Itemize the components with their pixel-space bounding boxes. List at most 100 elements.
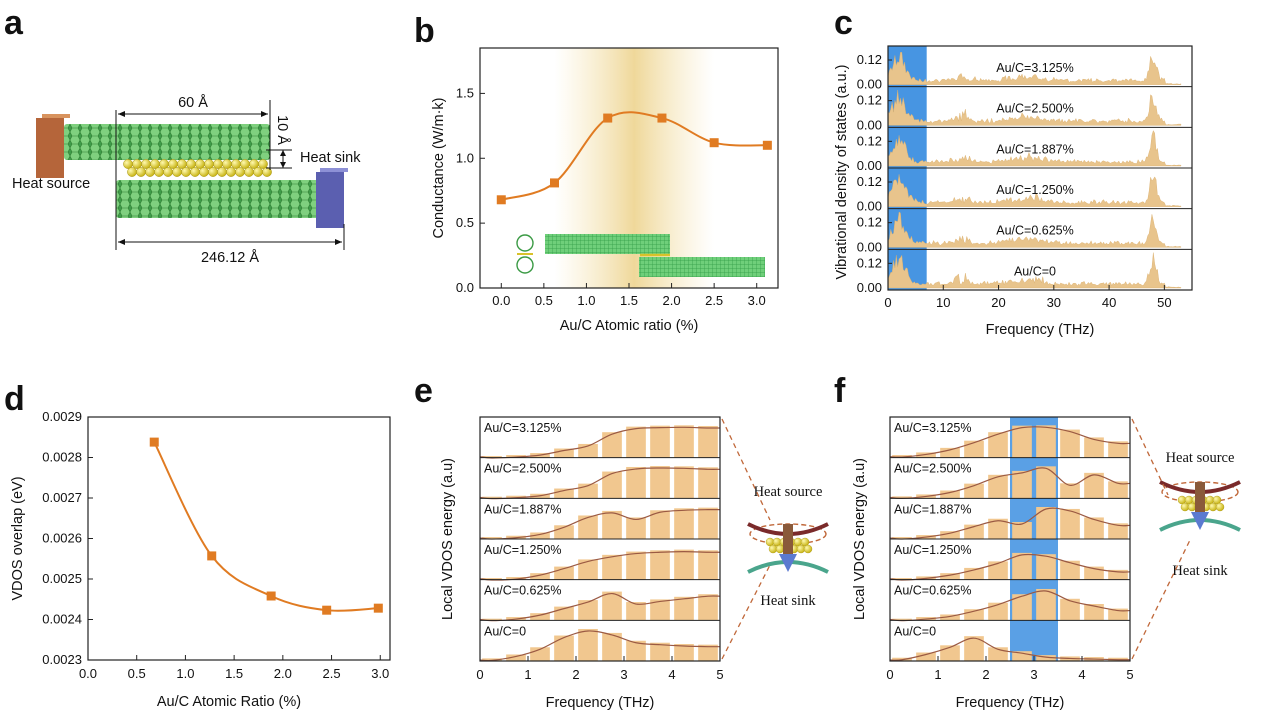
x-tick-label: 2.0 (663, 293, 681, 308)
vdos-bar (916, 452, 936, 458)
vdos-bar (892, 496, 912, 499)
chart-b: 0.0 0.5 1.0 1.5 2.0 2.5 3.0 0.0 0.5 1.0 1.5 Au/C At… (431, 47, 779, 334)
gold-atom (181, 167, 191, 177)
vdos-bar (988, 518, 1008, 539)
series-label: Au/C=1.887% (484, 502, 561, 516)
panel-letter-f: f (834, 372, 846, 410)
vdos-bar (482, 537, 502, 539)
vdos-bar (530, 613, 550, 621)
vdos-bar (650, 510, 670, 539)
heat-source-label: Heat source (1166, 450, 1235, 466)
panel-letter-e: e (414, 372, 433, 410)
x-tick-label: 3 (1030, 667, 1037, 682)
vdos-bar (964, 609, 984, 621)
chart-e: Au/C=3.125% Au/C=2.500% Au/C=1.887% Au/C=1.… (440, 416, 829, 711)
vdos-bar (578, 600, 598, 621)
inset-sheet-top (545, 234, 670, 254)
vdos-bar (530, 573, 550, 580)
x-tick-label: 30 (1047, 295, 1061, 310)
dimension-10: 10 Å (274, 115, 291, 145)
data-point (207, 551, 217, 561)
heat-sink-block (316, 172, 344, 228)
data-point (322, 605, 332, 615)
dimension-60: 60 Å (178, 94, 208, 111)
schematic-a: 60 Å 10 Å 246.12 Å Heat source Heat sink (12, 94, 361, 266)
x-tick-label: 2.5 (323, 666, 341, 681)
x-tick-label: 1.0 (176, 666, 194, 681)
vdos-area (887, 174, 1182, 207)
vdos-area (887, 52, 1182, 85)
leader-lines (1131, 418, 1191, 660)
plot-frame (887, 45, 1193, 291)
series-label: Au/C=3.125% (996, 61, 1073, 75)
gold-atom (172, 167, 182, 177)
vdos-bar (650, 425, 670, 458)
heat-flow-arrow-shaft (783, 524, 793, 554)
vdos-bar (650, 465, 670, 499)
gold-atom (765, 537, 775, 547)
x-tick-label: 1.5 (620, 293, 638, 308)
gold-atom (262, 167, 272, 177)
gold-atom (800, 537, 810, 547)
vdos-bar (626, 426, 646, 458)
x-tick-label: 20 (991, 295, 1005, 310)
inset-ring-bottom (516, 256, 534, 274)
y-axis-label: Local VDOS energy (a.u) (440, 458, 456, 620)
x-tick-label: 1.5 (225, 666, 243, 681)
vdos-bar (1012, 470, 1032, 499)
vdos-bar (892, 578, 912, 580)
vdos-bar (578, 628, 598, 661)
vdos-bar (1036, 655, 1056, 661)
inset-ring-top (516, 234, 534, 252)
y-tick-label: 0.0027 (42, 490, 82, 505)
gold-atom (772, 537, 782, 547)
vdos-bar (1108, 441, 1128, 458)
data-point (709, 138, 719, 148)
heat-flow-arrowhead (1191, 512, 1209, 530)
heat-sink-label: Heat sink (760, 593, 816, 609)
vdos-bar (578, 515, 598, 539)
gold-atom (226, 167, 236, 177)
y-tick-label: 0.00 (857, 199, 882, 214)
vdos-bar (1060, 508, 1080, 539)
series-label: Au/C=0.625% (996, 224, 1073, 238)
gold-atom (796, 544, 806, 554)
vdos-bar (506, 577, 526, 580)
vdos-bar (626, 466, 646, 499)
y-axis-label: Conductance (W/m·k) (431, 97, 447, 238)
x-tick-label: 1 (524, 667, 531, 682)
graphene-sheet-top (64, 124, 270, 160)
plot-frame (87, 416, 391, 661)
y-tick-label: 0.00 (857, 117, 882, 132)
vdos-bar (482, 578, 502, 580)
x-tick-label: 0 (886, 667, 893, 682)
x-axis-label: Frequency (THz) (956, 695, 1065, 711)
panel-letter-d: d (4, 380, 25, 418)
y-tick-label: 0.12 (857, 215, 882, 230)
y-tick-label: 0.0 (456, 280, 474, 295)
heat-source-block-top (42, 114, 70, 118)
vdos-bar (988, 561, 1008, 580)
y-tick-label: 0.12 (857, 255, 882, 270)
vdos-bar (674, 508, 694, 539)
envelope-line (889, 590, 1131, 622)
y-tick-label: 1.5 (456, 85, 474, 100)
data-point (762, 140, 772, 150)
vdos-bar (626, 602, 646, 621)
vdos-bar (506, 455, 526, 458)
vdos-area (887, 130, 1182, 167)
vdos-bar (482, 496, 502, 499)
vdos-bar (940, 614, 960, 621)
x-tick-label: 3 (620, 667, 627, 682)
y-tick-label: 0.0025 (42, 571, 82, 586)
series-label: Au/C=2.500% (996, 102, 1073, 116)
vdos-bar (1060, 560, 1080, 580)
heat-sink-block-top (320, 168, 348, 172)
gold-atom (163, 167, 173, 177)
x-tick-label: 40 (1102, 295, 1116, 310)
series-label: Au/C=0.625% (484, 584, 561, 598)
vdos-bar (626, 551, 646, 580)
data-point (657, 113, 667, 123)
envelope-line (889, 467, 1131, 499)
x-tick-label: 1.0 (577, 293, 595, 308)
